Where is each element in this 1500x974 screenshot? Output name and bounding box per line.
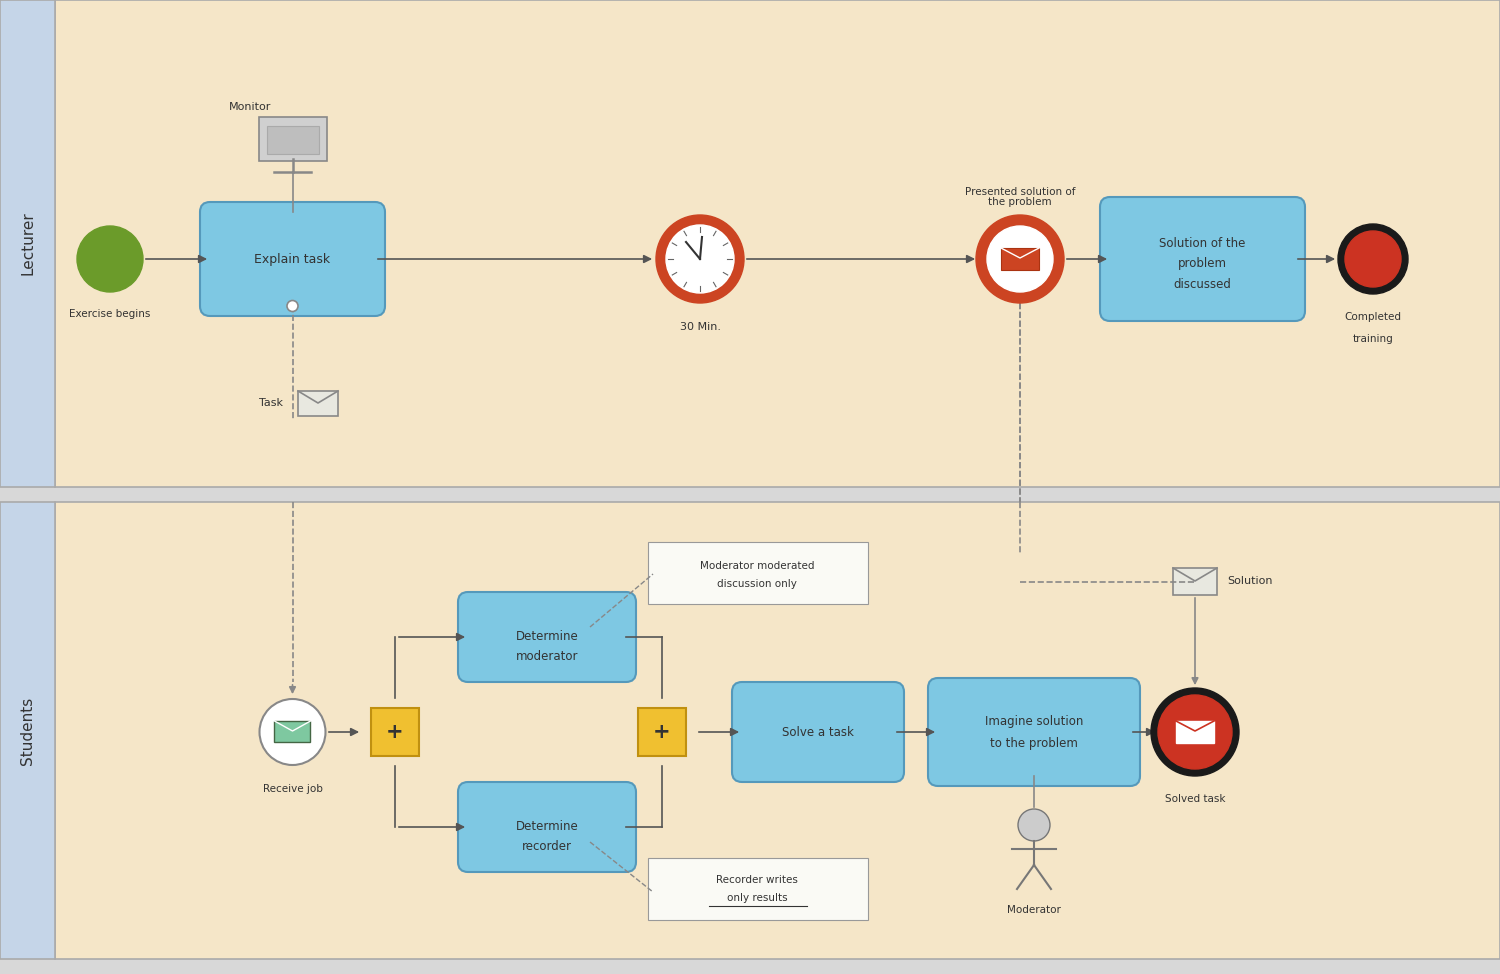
Text: the problem: the problem xyxy=(988,197,1052,207)
FancyBboxPatch shape xyxy=(56,502,1500,959)
Circle shape xyxy=(656,215,744,303)
Text: Students: Students xyxy=(20,696,34,765)
FancyBboxPatch shape xyxy=(0,502,56,959)
Circle shape xyxy=(286,301,298,312)
FancyBboxPatch shape xyxy=(648,542,868,604)
Text: Task: Task xyxy=(260,398,284,408)
Circle shape xyxy=(1346,231,1401,287)
FancyBboxPatch shape xyxy=(1176,721,1214,743)
Text: 30 Min.: 30 Min. xyxy=(680,322,720,332)
FancyBboxPatch shape xyxy=(0,0,56,487)
FancyBboxPatch shape xyxy=(267,126,318,154)
Text: Solution of the: Solution of the xyxy=(1160,238,1245,250)
Circle shape xyxy=(987,226,1053,292)
Text: to the problem: to the problem xyxy=(990,737,1078,751)
Text: Imagine solution: Imagine solution xyxy=(986,716,1083,729)
Circle shape xyxy=(1338,224,1408,294)
Text: Exercise begins: Exercise begins xyxy=(69,309,150,319)
Text: +: + xyxy=(386,722,404,742)
FancyBboxPatch shape xyxy=(648,858,868,920)
Circle shape xyxy=(1158,695,1232,769)
FancyBboxPatch shape xyxy=(1000,248,1039,270)
Text: +: + xyxy=(652,722,670,742)
FancyBboxPatch shape xyxy=(1100,197,1305,321)
Text: Presented solution of: Presented solution of xyxy=(964,187,1076,197)
FancyBboxPatch shape xyxy=(1173,568,1216,595)
Text: Lecturer: Lecturer xyxy=(20,211,34,276)
Text: moderator: moderator xyxy=(516,650,579,662)
Text: Solution: Solution xyxy=(1227,576,1272,586)
Circle shape xyxy=(1150,688,1239,776)
Text: Moderator: Moderator xyxy=(1007,905,1060,915)
Text: recorder: recorder xyxy=(522,840,572,852)
Text: Solve a task: Solve a task xyxy=(782,726,853,738)
Text: discussed: discussed xyxy=(1173,278,1232,290)
Text: problem: problem xyxy=(1178,257,1227,271)
Text: Determine: Determine xyxy=(516,819,579,833)
Circle shape xyxy=(76,226,142,292)
Text: Solved task: Solved task xyxy=(1164,794,1226,804)
FancyBboxPatch shape xyxy=(258,117,327,161)
FancyBboxPatch shape xyxy=(200,202,386,316)
FancyBboxPatch shape xyxy=(274,721,310,742)
Text: Monitor: Monitor xyxy=(230,102,272,112)
Circle shape xyxy=(976,215,1064,303)
FancyBboxPatch shape xyxy=(298,391,338,416)
Text: Completed: Completed xyxy=(1344,312,1401,322)
FancyBboxPatch shape xyxy=(458,592,636,682)
FancyBboxPatch shape xyxy=(56,0,1500,487)
Circle shape xyxy=(666,225,734,293)
FancyBboxPatch shape xyxy=(458,782,636,872)
Text: Moderator moderated: Moderator moderated xyxy=(699,561,814,571)
FancyBboxPatch shape xyxy=(732,682,904,782)
Circle shape xyxy=(260,699,326,765)
Text: training: training xyxy=(1353,334,1394,344)
Text: Determine: Determine xyxy=(516,629,579,643)
Text: Explain task: Explain task xyxy=(255,252,330,266)
Text: Receive job: Receive job xyxy=(262,784,322,794)
Text: only results: only results xyxy=(726,893,788,903)
FancyBboxPatch shape xyxy=(928,678,1140,786)
Text: discussion only: discussion only xyxy=(717,579,797,589)
Circle shape xyxy=(1019,809,1050,841)
Text: Recorder writes: Recorder writes xyxy=(716,875,798,885)
